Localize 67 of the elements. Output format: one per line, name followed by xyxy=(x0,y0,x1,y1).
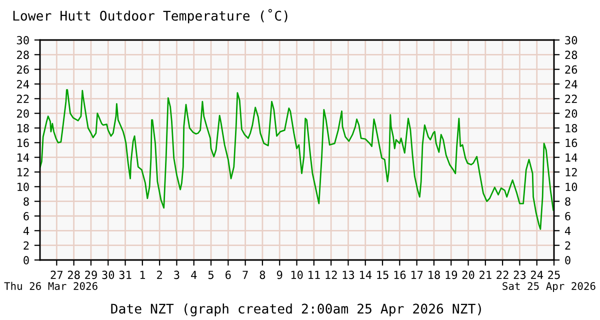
x-tick-label: 18 xyxy=(428,270,440,280)
x-tick-label: 15 xyxy=(377,270,388,280)
y-tick-label: 16 xyxy=(18,138,29,148)
y-tick-label: 18 xyxy=(18,124,29,132)
y2-tick-label: 12 xyxy=(566,168,577,176)
y-tick-label: 20 xyxy=(17,109,29,118)
x-tick-label: 25 xyxy=(548,270,560,280)
x-tick-label: 17 xyxy=(411,270,423,279)
x-tick-label: 30 xyxy=(102,270,114,280)
x-tick-label: 28 xyxy=(68,270,80,280)
x-tick-label: 27 xyxy=(50,270,63,279)
x-tick-label: 7 xyxy=(242,270,248,279)
x-tick-label: 31 xyxy=(119,270,132,280)
x-tick-label: 19 xyxy=(446,270,458,280)
y2-tick-label: 20 xyxy=(565,109,578,118)
y2-tick-label: 6 xyxy=(565,212,570,220)
y2-tick-label: 8 xyxy=(565,197,570,206)
y2-tick-label: 18 xyxy=(566,124,578,132)
y2-tick-label: 14 xyxy=(566,153,578,162)
x-tick-label: 12 xyxy=(326,270,337,279)
y-tick-label: 12 xyxy=(18,168,29,176)
y2-tick-label: 16 xyxy=(566,138,578,148)
text: Thu 26 Mar 2026 xyxy=(4,282,98,290)
y2-tick-label: 0 xyxy=(565,256,570,264)
x-tick-label: 9 xyxy=(276,270,282,280)
y-tick-label: 22 xyxy=(17,94,29,103)
y2-tick-label: 24 xyxy=(565,80,578,88)
y-tick-label: 14 xyxy=(18,153,30,162)
x-tick-label: 13 xyxy=(342,270,354,280)
y-tick-label: 6 xyxy=(24,212,29,220)
y2-tick-label: 26 xyxy=(565,65,578,74)
x-tick-label: 21 xyxy=(480,270,492,279)
y-tick-label: 26 xyxy=(17,65,29,74)
x-tick-label: 11 xyxy=(308,270,320,279)
x-tick-label: 24 xyxy=(530,270,544,279)
y-tick-label: 0 xyxy=(24,256,29,264)
x-tick-label: 6 xyxy=(226,270,231,280)
y-tick-label: 2 xyxy=(24,241,29,250)
y-tick-label: 4 xyxy=(23,226,30,235)
y2-tick-label: 4 xyxy=(564,226,571,235)
y-tick-label: 30 xyxy=(16,36,29,44)
y2-tick-label: 10 xyxy=(566,182,578,192)
y2-tick-label: 2 xyxy=(565,241,570,250)
x-tick-label: 16 xyxy=(394,270,406,280)
x-axis-title: Date NZT (graph created 2:00am 25 Apr 2026 NZT) xyxy=(111,303,481,316)
x-tick-label: 5 xyxy=(208,270,214,280)
x-tick-label: 2 xyxy=(157,270,162,279)
x-tick-label: 22 xyxy=(496,270,508,279)
line-series xyxy=(40,89,554,230)
y2-tick-label: 22 xyxy=(565,94,577,103)
chart-title: Lower Hutt Outdoor Temperature (˚C) xyxy=(13,8,288,24)
y2-tick-label: 30 xyxy=(565,36,578,44)
y-tick-label: 8 xyxy=(24,197,29,206)
x-tick-label: 14 xyxy=(360,270,372,279)
x-tick-label: 3 xyxy=(174,270,180,280)
x-tick-label: 10 xyxy=(291,270,303,280)
x-tick-label: 20 xyxy=(462,270,474,280)
x-tick-label: 1 xyxy=(140,270,146,279)
y-tick-label: 24 xyxy=(17,80,30,88)
y-tick-label: 10 xyxy=(18,182,29,192)
y-tick-label: 28 xyxy=(17,50,29,60)
x-tick-label: 8 xyxy=(260,270,266,280)
text: Sat 25 Apr 2026 xyxy=(502,282,596,292)
x-tick-label: 29 xyxy=(85,270,97,280)
y2-tick-label: 28 xyxy=(565,50,578,60)
x-tick-label: 4 xyxy=(191,270,197,279)
x-tick-label: 23 xyxy=(514,270,526,280)
